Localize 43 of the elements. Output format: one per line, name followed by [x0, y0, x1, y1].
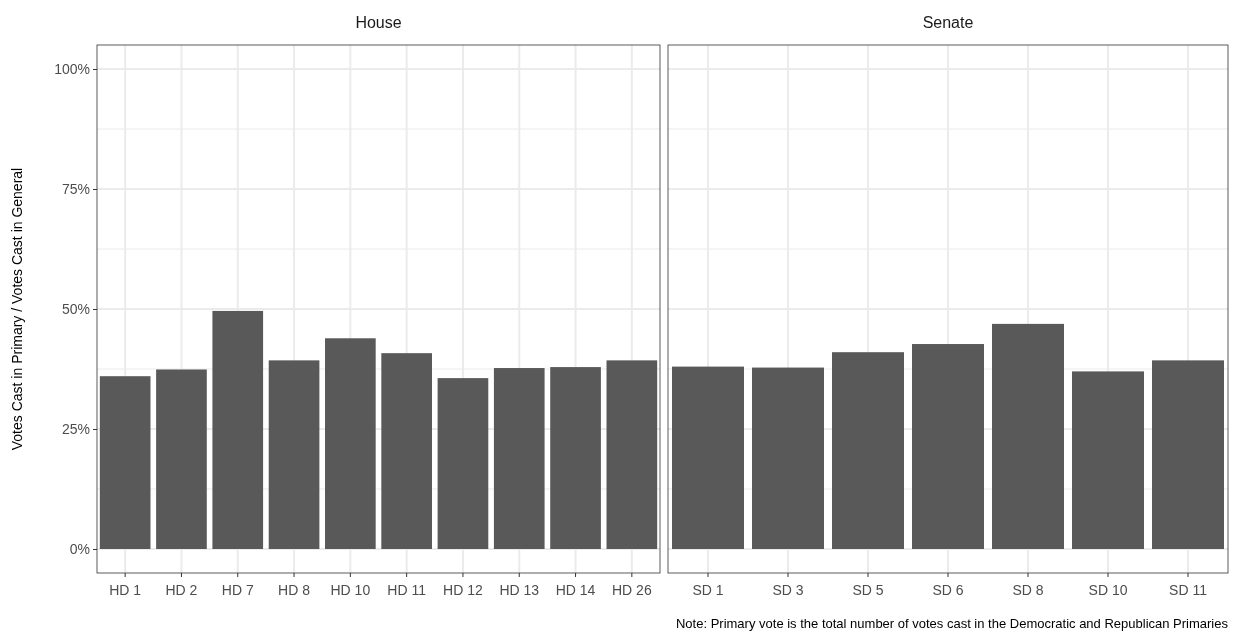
y-tick-label: 75% — [61, 180, 90, 197]
x-tick-label: HD 26 — [612, 582, 652, 599]
x-tick-label: HD 10 — [330, 582, 371, 599]
bar — [606, 360, 658, 549]
x-tick-label: SD 1 — [692, 582, 724, 599]
bar — [672, 366, 744, 549]
bar — [832, 352, 904, 549]
bar — [493, 368, 545, 549]
bar — [1152, 360, 1224, 549]
x-tick-label: HD 7 — [221, 582, 254, 599]
x-tick-label: SD 11 — [1169, 582, 1208, 599]
text: Note: Primary vote is the total number of votes cast in the Democratic and Republican Primaries — [675, 616, 1229, 631]
bar — [992, 323, 1064, 549]
bar — [325, 338, 376, 549]
x-tick-label: HD 11 — [387, 582, 427, 599]
x-tick-label: HD 2 — [165, 582, 198, 599]
y-tick-label: 50% — [61, 300, 90, 317]
x-tick-label: SD 5 — [852, 582, 884, 599]
x-tick-label: HD 12 — [443, 582, 483, 599]
y-axis-title: Votes Cast in Primary / Votes Cast in General — [9, 167, 25, 451]
bar — [1072, 371, 1144, 549]
bar — [550, 367, 601, 549]
chart-title: Senate — [922, 14, 974, 31]
bar — [156, 369, 207, 549]
x-tick-label: SD 10 — [1088, 582, 1128, 599]
x-tick-label: HD 14 — [555, 582, 596, 599]
y-tick-label: 100% — [54, 60, 90, 77]
y-tick-label: 0% — [69, 540, 90, 557]
x-tick-label: HD 13 — [499, 582, 540, 599]
x-tick-label: SD 3 — [772, 582, 804, 599]
x-tick-label: SD 8 — [1012, 582, 1044, 599]
bar — [752, 367, 824, 549]
x-tick-label: HD 1 — [109, 582, 142, 599]
bar — [381, 353, 432, 549]
bar — [437, 378, 489, 549]
chart-title: House — [355, 14, 402, 31]
bar — [912, 344, 984, 549]
x-tick-label: SD 6 — [932, 582, 964, 599]
bar — [99, 376, 151, 549]
bar — [212, 310, 264, 549]
y-tick-label: 25% — [61, 420, 90, 437]
bar — [268, 360, 320, 549]
x-tick-label: HD 8 — [278, 582, 311, 599]
